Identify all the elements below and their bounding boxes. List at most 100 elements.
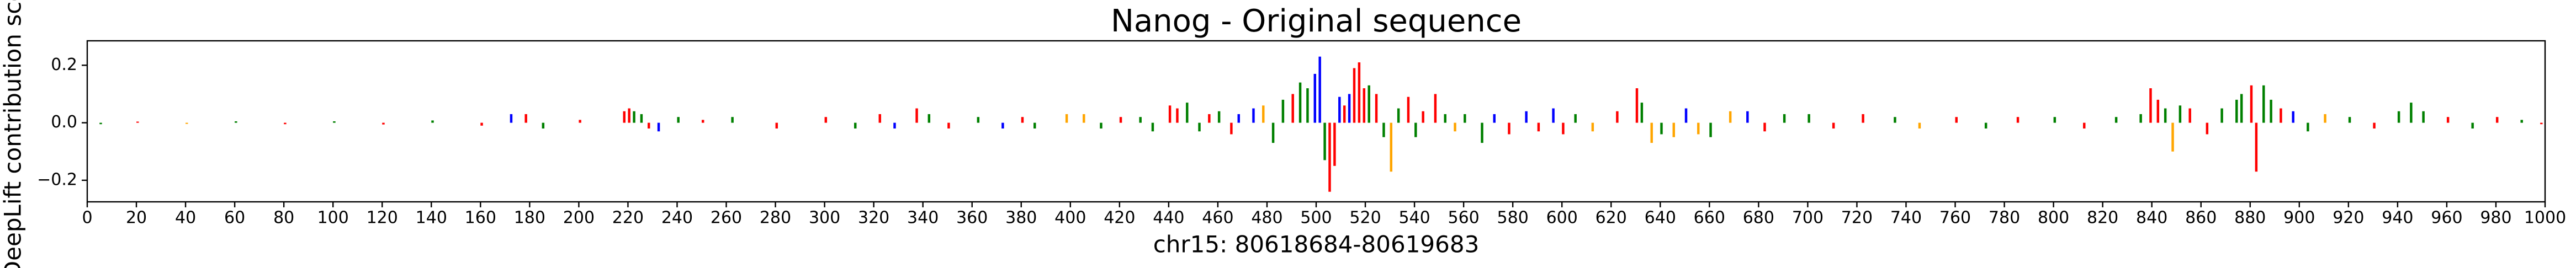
base-contribution bbox=[2220, 108, 2223, 123]
x-tick-label: 600 bbox=[1546, 208, 1578, 228]
base-contribution bbox=[1616, 111, 1619, 123]
x-tick-label: 700 bbox=[1792, 208, 1824, 228]
base-contribution bbox=[2188, 108, 2191, 123]
base-contribution bbox=[1217, 111, 1221, 123]
base-contribution bbox=[2280, 108, 2282, 123]
base-contribution bbox=[1481, 122, 1483, 143]
base-contribution bbox=[927, 114, 931, 123]
base-contribution bbox=[2422, 111, 2425, 123]
base-contribution bbox=[2262, 85, 2265, 123]
base-contribution bbox=[1271, 122, 1275, 143]
x-tick-label: 500 bbox=[1300, 208, 1332, 228]
base-contribution bbox=[824, 117, 828, 123]
x-tick-label: 880 bbox=[2234, 208, 2266, 228]
base-contribution bbox=[1281, 99, 1285, 123]
base-contribution bbox=[99, 122, 102, 125]
base-contribution bbox=[2164, 108, 2167, 123]
base-contribution bbox=[1186, 103, 1189, 123]
x-axis-label: chr15: 80618684-80619683 bbox=[1153, 231, 1480, 258]
base-contribution bbox=[1348, 94, 1351, 123]
base-contribution bbox=[2240, 94, 2243, 123]
base-contribution bbox=[1083, 114, 1085, 123]
base-contribution bbox=[1313, 73, 1316, 123]
x-tick-label: 400 bbox=[1054, 208, 1086, 228]
x-tick-label: 420 bbox=[1104, 208, 1135, 228]
base-contribution bbox=[1176, 108, 1179, 123]
x-tick-label: 20 bbox=[126, 208, 147, 228]
base-contribution bbox=[1033, 122, 1036, 129]
base-contribution bbox=[2292, 111, 2294, 123]
base-contribution bbox=[1230, 122, 1233, 135]
base-contribution bbox=[1783, 114, 1786, 123]
base-contribution bbox=[1375, 94, 1378, 123]
x-tick-label: 540 bbox=[1398, 208, 1430, 228]
x-tick-label: 60 bbox=[224, 208, 245, 228]
x-tick-label: 260 bbox=[711, 208, 742, 228]
base-contribution bbox=[1808, 114, 1810, 123]
base-contribution bbox=[333, 121, 336, 123]
base-contribution bbox=[382, 122, 385, 125]
x-tick-label: 580 bbox=[1497, 208, 1529, 228]
base-contribution bbox=[1537, 122, 1540, 132]
x-tick-label: 80 bbox=[273, 208, 294, 228]
base-contribution bbox=[1298, 82, 1302, 123]
x-tick-label: 520 bbox=[1349, 208, 1381, 228]
x-tick-label: 460 bbox=[1202, 208, 1233, 228]
base-contribution bbox=[947, 122, 950, 129]
base-contribution bbox=[1306, 88, 1309, 123]
base-contribution bbox=[2520, 120, 2523, 123]
x-tick-label: 160 bbox=[465, 208, 496, 228]
base-contribution bbox=[2471, 122, 2474, 129]
base-contribution bbox=[1640, 103, 1644, 123]
x-tick-label: 760 bbox=[1939, 208, 1971, 228]
base-contribution bbox=[1328, 122, 1331, 192]
x-tick-label: 1000 bbox=[2524, 208, 2566, 228]
x-tick-label: 380 bbox=[1005, 208, 1037, 228]
base-contribution bbox=[2397, 111, 2400, 123]
base-contribution bbox=[2373, 122, 2376, 129]
base-contribution bbox=[284, 122, 287, 125]
base-contribution bbox=[1444, 114, 1446, 123]
base-contribution bbox=[1684, 108, 1688, 123]
base-contribution bbox=[1397, 108, 1400, 123]
x-tick-label: 340 bbox=[907, 208, 939, 228]
base-contribution bbox=[1697, 122, 1700, 135]
base-contribution bbox=[1894, 117, 1896, 123]
base-contribution bbox=[1832, 122, 1835, 129]
base-contribution bbox=[915, 108, 918, 123]
base-contribution bbox=[2156, 99, 2160, 123]
base-contribution bbox=[2348, 117, 2351, 123]
base-contribution bbox=[524, 114, 527, 123]
x-tick-label: 860 bbox=[2185, 208, 2217, 228]
base-contribution bbox=[1422, 111, 1424, 123]
base-contribution bbox=[731, 117, 734, 123]
base-contribution bbox=[235, 121, 237, 123]
x-tick-label: 240 bbox=[661, 208, 693, 228]
base-contribution bbox=[1918, 122, 1921, 129]
x-tick-label: 620 bbox=[1596, 208, 1627, 228]
y-axis-label: DeepLift contribution score bbox=[0, 0, 26, 268]
base-contribution bbox=[1746, 111, 1749, 123]
base-contribution bbox=[1574, 114, 1577, 123]
base-contribution bbox=[1168, 105, 1172, 123]
x-tick-label: 840 bbox=[2136, 208, 2167, 228]
base-contribution bbox=[648, 122, 650, 129]
base-contribution bbox=[510, 114, 513, 123]
base-contribution bbox=[2410, 103, 2413, 123]
base-contribution bbox=[2083, 122, 2086, 129]
base-contribution bbox=[2307, 122, 2309, 132]
base-contribution bbox=[2149, 88, 2152, 123]
base-contribution bbox=[1414, 122, 1417, 137]
base-contribution bbox=[1001, 122, 1004, 129]
base-contribution bbox=[1291, 94, 1294, 123]
base-contribution bbox=[677, 117, 680, 123]
base-contribution bbox=[2114, 117, 2118, 123]
x-tick-label: 280 bbox=[760, 208, 791, 228]
x-tick-label: 920 bbox=[2333, 208, 2364, 228]
base-contribution bbox=[1729, 111, 1732, 123]
x-tick-label: 40 bbox=[175, 208, 196, 228]
base-contribution bbox=[1358, 62, 1361, 123]
base-contribution bbox=[1650, 122, 1653, 143]
base-contribution bbox=[579, 120, 581, 123]
